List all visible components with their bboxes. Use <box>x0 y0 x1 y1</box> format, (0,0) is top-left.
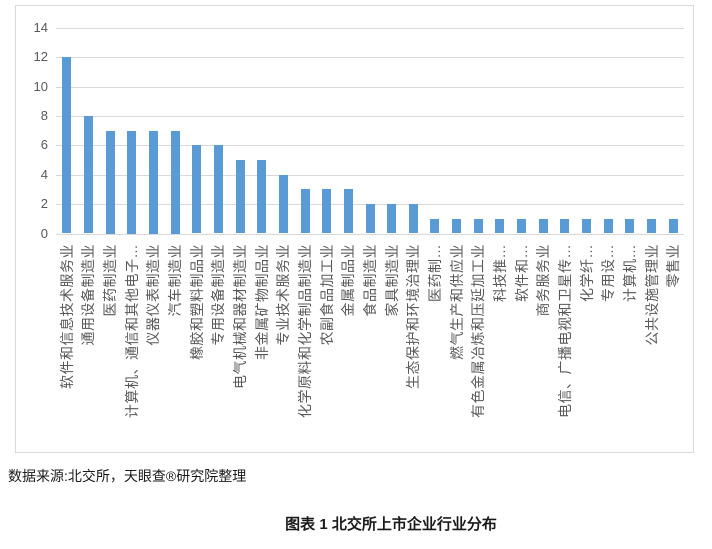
category-label: 专用设… <box>600 243 617 302</box>
bar-22 <box>517 218 527 234</box>
gridline <box>56 174 684 176</box>
bar-3 <box>105 130 115 234</box>
y-axis-tick-label: 4 <box>40 166 48 182</box>
gridline <box>56 86 684 88</box>
bar-27 <box>625 218 635 234</box>
category-label: 科技推… <box>491 243 508 302</box>
category-label: 燃气生产和供应业 <box>448 243 465 360</box>
bar-20 <box>473 218 483 234</box>
category-label: 农副食品加工业 <box>318 243 335 346</box>
category-label: 软件和信息技术服务业 <box>58 243 75 389</box>
category-label: 零售业 <box>665 243 682 288</box>
bar-1 <box>62 57 72 234</box>
category-label: 软件和… <box>513 243 530 302</box>
y-axis-tick-label: 14 <box>33 20 48 35</box>
category-label: 汽车制造业 <box>167 243 184 317</box>
gridline <box>56 233 684 235</box>
gridline <box>56 116 684 118</box>
y-axis-tick-label: 8 <box>40 108 48 124</box>
category-label: 计算机、通信和其他电子… <box>123 243 140 418</box>
bar-7 <box>192 145 202 234</box>
y-axis-tick-label: 10 <box>33 78 48 94</box>
category-label: 家具制造业 <box>383 243 400 317</box>
bar-25 <box>582 218 592 234</box>
y-axis-tick-label: 6 <box>40 137 48 153</box>
bar-21 <box>495 218 505 234</box>
category-label: 橡胶和塑料制品业 <box>188 243 205 360</box>
category-label: 通用设备制造业 <box>80 243 97 346</box>
bar-18 <box>430 218 440 234</box>
bar-9 <box>235 160 245 234</box>
bar-28 <box>647 218 657 234</box>
category-label: 金属制品业 <box>340 243 357 317</box>
category-label: 专用设备制造业 <box>210 243 227 346</box>
bar-11 <box>278 174 288 234</box>
bar-5 <box>148 130 158 234</box>
category-label: 化学纤… <box>578 243 595 302</box>
category-label: 医药制造业 <box>102 243 119 317</box>
bar-6 <box>170 130 180 234</box>
y-axis-tick-label: 2 <box>40 196 48 212</box>
bar-26 <box>603 218 613 234</box>
gridline <box>56 145 684 147</box>
bar-10 <box>257 160 267 234</box>
bar-chart: 0 2 4 6 8 10 12 14 软件和信息技术服务业 通用设备制造业 医药制造业 计算机、通信和… <box>15 5 694 453</box>
category-label: 仪器仪表制造业 <box>145 243 162 346</box>
gridline <box>56 57 684 59</box>
bar-29 <box>668 218 678 234</box>
bar-14 <box>343 189 353 234</box>
bar-4 <box>127 130 137 234</box>
category-label: 商务服务业 <box>535 243 552 317</box>
bar-2 <box>83 116 93 234</box>
category-label: 化学原料和化学制品制造业 <box>297 243 314 418</box>
figure-caption: 图表 1 北交所上市企业行业分布 <box>0 513 712 534</box>
bar-19 <box>452 218 462 234</box>
bar-16 <box>387 204 397 234</box>
bar-8 <box>213 145 223 234</box>
category-label: 电信、广播电视和卫星传… <box>556 243 573 418</box>
category-label: 计算机… <box>621 243 638 302</box>
gridline <box>56 28 684 29</box>
category-label: 非金属矿物制品业 <box>253 243 270 360</box>
bar-12 <box>300 189 310 234</box>
bar-13 <box>322 189 332 234</box>
bar-17 <box>408 204 418 234</box>
category-label: 医药制… <box>426 243 443 302</box>
category-label: 公共设施管理业 <box>643 243 660 346</box>
bar-15 <box>365 204 375 234</box>
category-label: 有色金属冶炼和压延加工业 <box>470 243 487 418</box>
category-label: 电气机械和器材制造业 <box>232 243 249 389</box>
y-axis-tick-label: 0 <box>40 225 48 241</box>
category-label: 食品制造业 <box>362 243 378 317</box>
category-label: 生态保护和环境治理业 <box>405 243 422 389</box>
y-axis-tick-label: 12 <box>33 49 48 65</box>
source-note: 数据来源:北交所，天眼查®研究院整理 <box>8 468 247 484</box>
bar-24 <box>560 218 570 234</box>
figure-caption-text: 图表 1 北交所上市企业行业分布 <box>285 516 497 533</box>
bar-23 <box>538 218 548 234</box>
category-label: 专业技术服务业 <box>275 243 292 346</box>
